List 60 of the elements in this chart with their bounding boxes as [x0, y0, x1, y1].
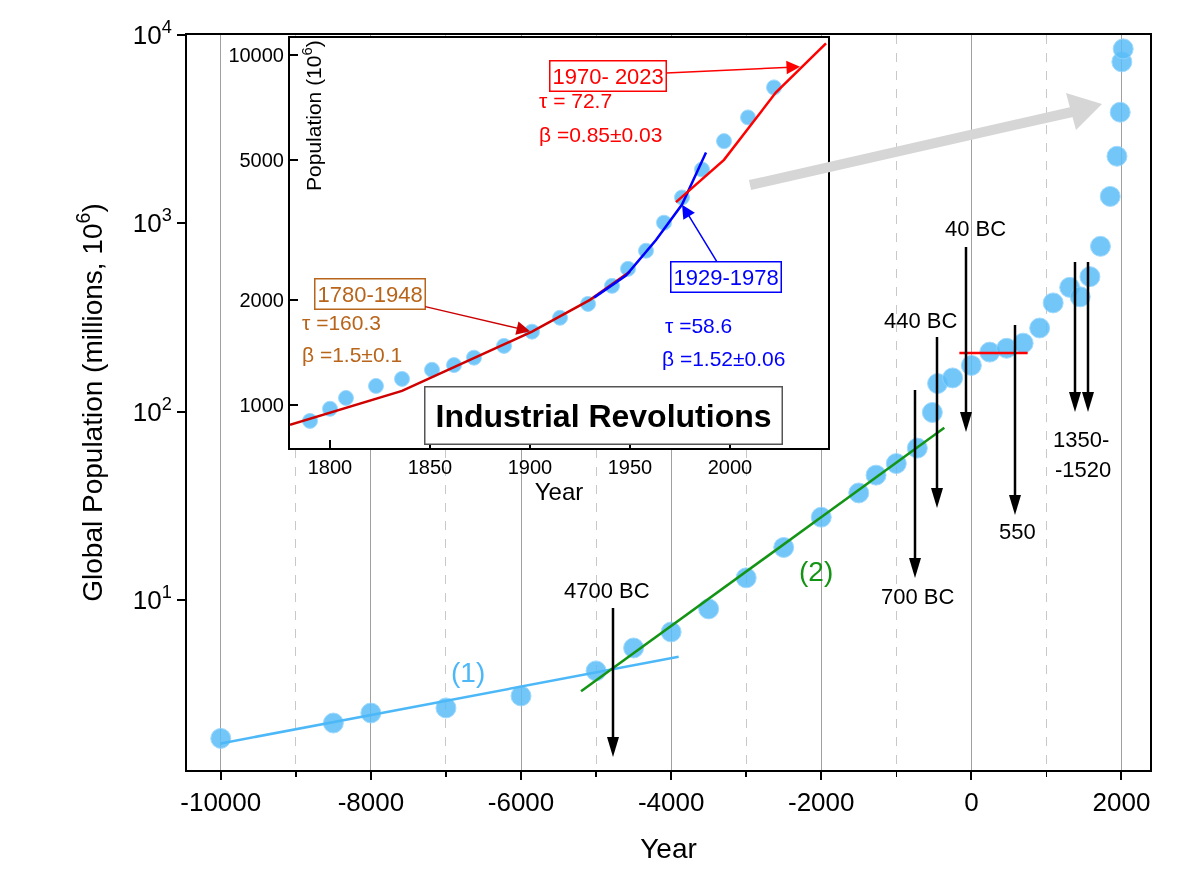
- x-tick-label: -10000: [180, 787, 262, 818]
- x-axis-title: Year: [640, 832, 697, 864]
- point: [424, 361, 440, 378]
- point: [1042, 292, 1064, 314]
- annotation: β =1.52±0.06: [662, 347, 786, 370]
- annotation: 1970- 2023: [552, 63, 664, 89]
- annotation: 1929-1978: [673, 264, 779, 290]
- y-tick-label: 10$^{1}$: [132, 582, 172, 616]
- y-tick-label: 10$^{4}$: [132, 17, 172, 51]
- point: [1109, 101, 1131, 123]
- point: [740, 109, 756, 126]
- annotation: β =1.5±0.1: [302, 343, 403, 366]
- point: [1012, 332, 1034, 354]
- x-tick-label: -4000: [637, 787, 705, 818]
- x-tick-label: 1850: [407, 456, 453, 478]
- annotation: τ =58.6: [665, 314, 733, 337]
- annotation: 700 BC: [881, 584, 955, 609]
- x-tick-label: 1900: [507, 456, 553, 478]
- series-label: (1): [451, 657, 486, 688]
- point: [510, 685, 532, 707]
- point: [1099, 185, 1121, 207]
- x-tick-label: 2000: [1092, 787, 1151, 818]
- point: [1029, 317, 1051, 339]
- series-label: (2): [799, 556, 834, 587]
- annotation: 1780-1948: [317, 281, 423, 307]
- x-tick-label: -6000: [487, 787, 555, 818]
- annotation: 4700 BC: [564, 578, 650, 603]
- x-tick-label: 1800: [307, 456, 353, 478]
- annotation: Industrial Revolutions: [435, 397, 772, 434]
- point: [338, 389, 354, 406]
- annotation: 40 BC: [945, 216, 1007, 241]
- y-tick-label: 2000: [239, 288, 284, 311]
- annotation: 1350-: [1053, 427, 1110, 452]
- x-tick-label: 0: [964, 787, 979, 818]
- annotation: β =0.85±0.03: [539, 123, 663, 146]
- y-tick-label: 5000: [239, 149, 284, 172]
- annotation: -1520: [1055, 457, 1112, 482]
- annotation: 440 BC: [884, 308, 958, 333]
- x-tick-label: -2000: [787, 787, 855, 818]
- point: [942, 367, 964, 389]
- point: [368, 377, 384, 394]
- x-tick-label: 1950: [607, 456, 653, 478]
- x-tick-label: 2000: [707, 456, 753, 478]
- line-series: [674, 42, 828, 204]
- y-tick-label: 10$^{2}$: [132, 393, 172, 427]
- x-axis-title: Year: [534, 478, 584, 505]
- y-tick-label: 1000: [239, 393, 284, 416]
- annotation: τ = 72.7: [539, 89, 613, 112]
- y-tick-label: 10000: [228, 44, 284, 67]
- annotation: τ =160.3: [302, 311, 381, 334]
- y-tick-label: 10$^{3}$: [132, 205, 172, 239]
- point: [394, 370, 410, 387]
- point: [1106, 145, 1128, 167]
- annotation: 550: [999, 519, 1036, 544]
- point: [698, 598, 720, 620]
- point: [1089, 235, 1111, 257]
- point: [716, 133, 732, 150]
- x-tick-label: -8000: [337, 787, 405, 818]
- point: [210, 727, 232, 749]
- point: [1112, 38, 1134, 60]
